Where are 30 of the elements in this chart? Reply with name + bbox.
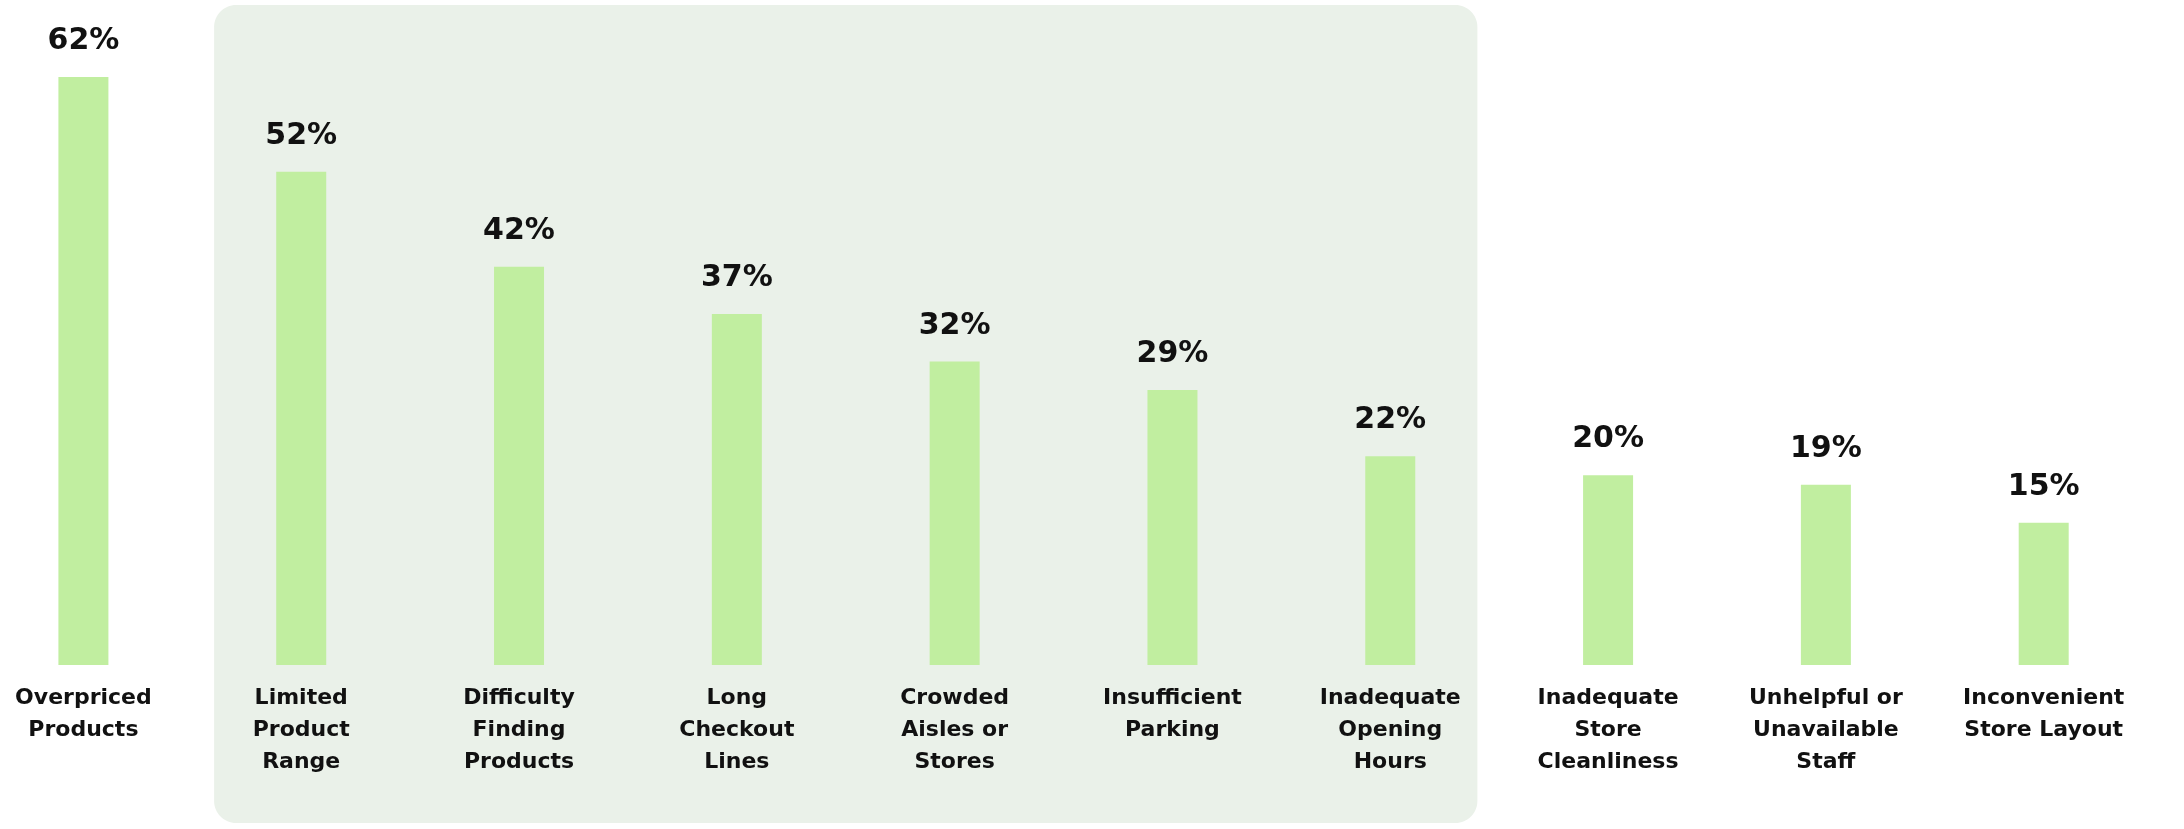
data-label: 19% <box>1789 428 1862 464</box>
data-label: 20% <box>1572 419 1644 455</box>
bar <box>494 266 545 665</box>
bar <box>1583 475 1634 665</box>
data-label: 32% <box>918 305 991 341</box>
x-tick-label: Crowded Aisles or Stores <box>900 684 1010 773</box>
data-label: 37% <box>700 258 773 294</box>
data-label: 15% <box>2007 466 2080 502</box>
data-label: 52% <box>265 115 338 151</box>
x-tick-label: Difficulty Finding Products <box>463 684 575 773</box>
data-label: 62% <box>47 21 120 56</box>
x-tick-label: Insufficient Parking <box>1103 684 1243 741</box>
bar <box>929 361 980 665</box>
x-tick-label: Long Checkout Lines <box>679 684 795 773</box>
x-tick-label: Inadequate Store Cleanliness <box>1537 684 1679 773</box>
bar <box>2018 522 2069 665</box>
bar <box>276 171 327 665</box>
bar <box>1365 456 1416 665</box>
bar <box>1800 484 1851 665</box>
data-label: 22% <box>1354 400 1427 436</box>
x-tick-label: Inadequate Opening Hours <box>1319 684 1461 773</box>
bar <box>711 314 762 665</box>
bar <box>58 77 109 665</box>
x-tick-label: Limited Product Range <box>252 684 351 773</box>
x-tick-label: Overpriced Products <box>15 684 152 741</box>
data-label: 42% <box>483 210 555 246</box>
x-tick-label: Unhelpful or Unavailable Staff <box>1748 684 1903 773</box>
bar <box>1147 389 1198 665</box>
data-label: 29% <box>1136 333 1209 369</box>
x-tick-label: Inconvenient Store Layout <box>1963 684 2125 741</box>
